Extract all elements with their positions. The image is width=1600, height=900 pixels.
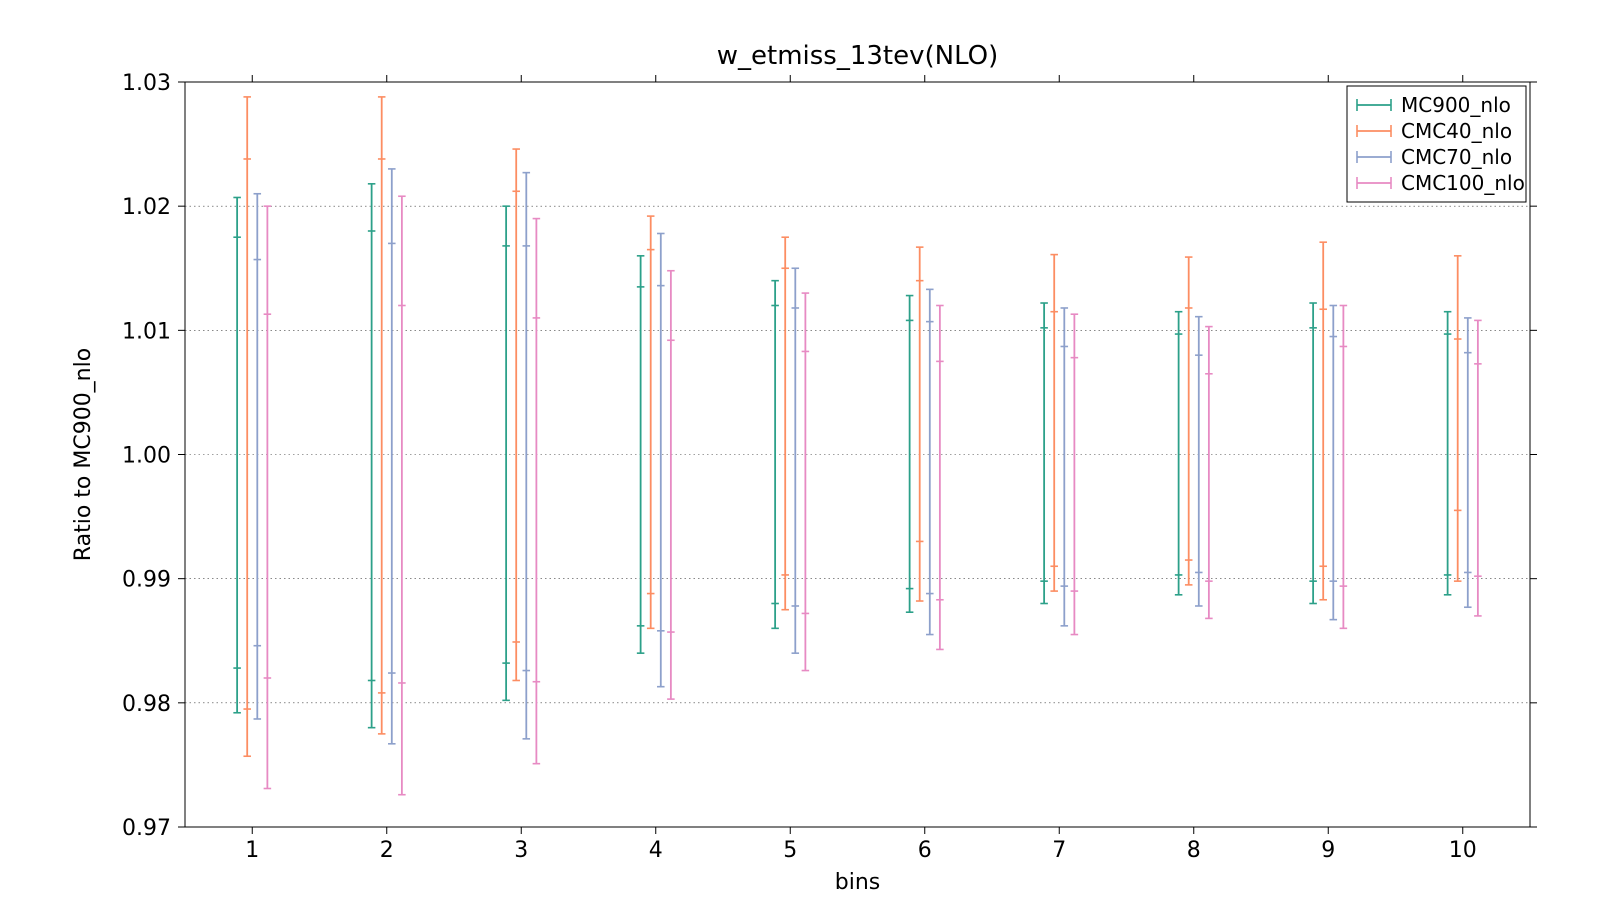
chart-svg: 0.97 0.98 0.99 1.00 1.01 1.02 1.03 1 2 3 4 5 6 7 8 9 10 w… [0,0,1600,900]
x-tick-label: 6 [918,838,932,863]
x-tick-label: 4 [649,838,663,863]
x-tick-label: 7 [1052,838,1066,863]
y-tick-label: 1.03 [122,71,171,96]
y-tick-label: 1.01 [122,319,171,344]
series-CMC40_nlo [243,97,1461,756]
legend-label: CMC70_nlo [1401,145,1512,169]
x-tick-label: 5 [783,838,797,863]
y-tick-label: 1.02 [122,195,171,220]
x-tick-label: 3 [514,838,528,863]
legend-label: CMC100_nlo [1401,171,1525,195]
chart-container: 0.97 0.98 0.99 1.00 1.01 1.02 1.03 1 2 3 4 5 6 7 8 9 10 w… [0,0,1600,900]
legend-label: MC900_nlo [1401,93,1511,117]
y-tick-label: 0.97 [122,816,171,841]
legend-label: CMC40_nlo [1401,119,1512,143]
x-tick-label: 2 [380,838,394,863]
x-tick-label: 1 [245,838,259,863]
y-tick-label: 1.00 [122,444,171,469]
chart-title: w_etmiss_13tev(NLO) [717,41,999,71]
y-tick-label: 0.98 [122,692,171,717]
x-axis-label: bins [835,870,880,895]
legend: MC900_nloCMC40_nloCMC70_nloCMC100_nlo [1347,86,1526,202]
x-tick-label: 8 [1187,838,1201,863]
y-axis-label: Ratio to MC900_nlo [71,348,96,561]
series-MC900_nlo [233,184,1451,728]
x-tick-label: 10 [1449,838,1477,863]
x-tick-label: 9 [1321,838,1335,863]
series-CMC70_nlo [254,169,1472,744]
series-CMC100_nlo [264,196,1482,794]
y-tick-label: 0.99 [122,568,171,593]
